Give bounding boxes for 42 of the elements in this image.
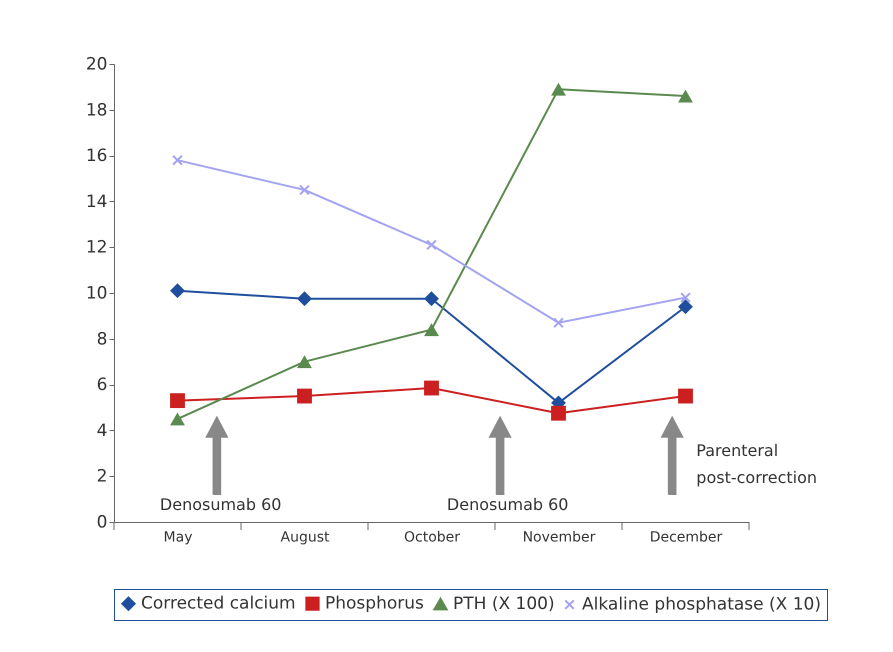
y-tick-label: 20 [86, 54, 108, 74]
point [170, 412, 185, 426]
point [297, 355, 312, 368]
y-tick-label: 0 [96, 512, 108, 532]
point [680, 292, 691, 304]
y-tick-label: 4 [96, 420, 108, 441]
legend-label: Corrected calcium [141, 594, 296, 614]
x-tick-label: October [404, 530, 460, 546]
point [424, 291, 439, 306]
legend-label: Phosphorus [325, 594, 424, 614]
point [297, 291, 312, 306]
point [551, 82, 566, 96]
point [424, 323, 439, 336]
point [424, 380, 439, 396]
point [170, 283, 185, 298]
legend-label: PTH (X 100) [453, 594, 555, 614]
x-tick-label: December [650, 530, 723, 546]
y-tick-label: 10 [86, 284, 108, 304]
y-tick-label: 6 [96, 375, 108, 396]
annotation: Denosumab 60 [446, 495, 568, 514]
legend-label: Alkaline phosphatase (X 10) [582, 594, 821, 615]
x-tick-label: May [164, 530, 192, 546]
point [170, 393, 185, 408]
point [299, 184, 310, 196]
point [172, 154, 183, 166]
point [553, 317, 564, 328]
y-tick-label: 16 [86, 146, 108, 166]
y-tick-label: 12 [86, 238, 108, 258]
point [678, 90, 693, 102]
y-tick-label: 14 [86, 192, 108, 212]
annotation: Parenteral post-correction [696, 441, 818, 487]
annotation: Denosumab 60 [160, 495, 282, 514]
x-tick-label: November [522, 530, 596, 546]
y-tick-label: 8 [96, 329, 108, 350]
y-tick-label: 18 [86, 100, 108, 120]
point [678, 388, 693, 404]
y-tick-label: 2 [96, 466, 108, 487]
point [426, 239, 437, 250]
point [297, 388, 312, 404]
point [678, 299, 693, 314]
point [551, 406, 566, 421]
x-tick-label: August [280, 530, 330, 546]
